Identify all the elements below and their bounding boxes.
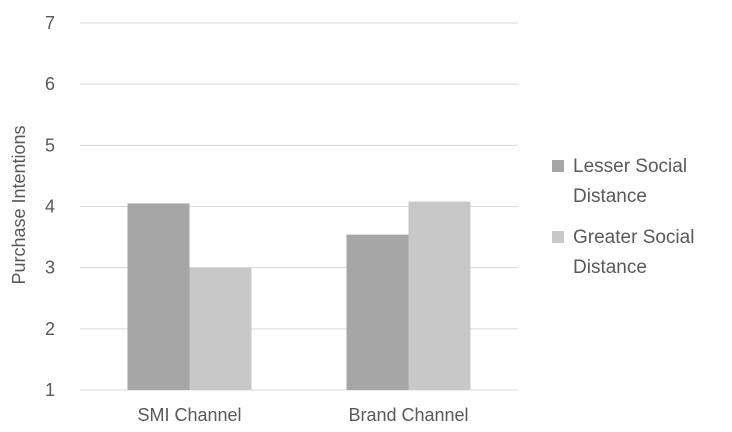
y-tick-label: 4 [45, 197, 55, 217]
legend-swatch [552, 231, 564, 243]
legend-label: Distance [573, 186, 647, 207]
y-tick-label: 5 [45, 135, 55, 155]
y-tick-label: 7 [45, 13, 55, 33]
y-tick-label: 2 [45, 319, 55, 339]
legend-label: Distance [573, 257, 647, 278]
legend: Lesser Social Distance Greater Social Dista… [552, 156, 694, 278]
legend-label: Lesser Social [573, 156, 687, 177]
bar-lesser-social-distance-brand-channel [346, 234, 409, 390]
x-tick-label: SMI Channel [137, 405, 241, 425]
x-tick-label: Brand Channel [348, 405, 468, 425]
bar-greater-social-distance-brand-channel [408, 201, 471, 390]
bar-lesser-social-distance-smi-channel [127, 203, 190, 390]
legend-label: Greater Social [573, 227, 694, 248]
y-tick-label: 1 [45, 380, 55, 400]
x-axis-tick-labels: SMI Channel Brand Channel [137, 405, 468, 425]
legend-swatch [552, 160, 564, 172]
y-tick-label: 3 [45, 258, 55, 278]
bars [127, 201, 471, 390]
y-axis-title: Purchase Intentions [9, 125, 29, 284]
y-axis-tick-labels: 1 2 3 4 5 6 7 [45, 13, 55, 400]
bar-greater-social-distance-smi-channel [189, 267, 252, 390]
y-tick-label: 6 [45, 74, 55, 94]
